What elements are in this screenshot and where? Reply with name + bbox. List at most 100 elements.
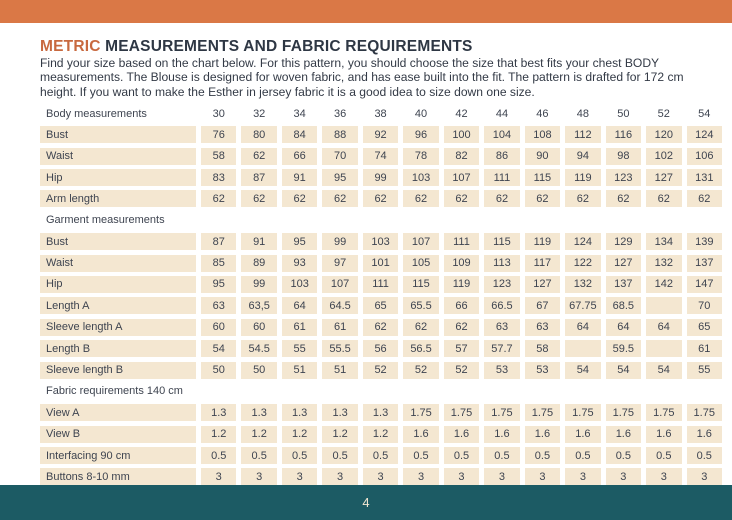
value-cell: 55 bbox=[281, 340, 318, 358]
value-cell: 131 bbox=[686, 169, 722, 186]
value-cell: 91 bbox=[281, 169, 318, 186]
value-cell: 57.7 bbox=[484, 340, 520, 358]
value-cell: 66.5 bbox=[484, 297, 520, 315]
value-cell: 87 bbox=[241, 169, 277, 186]
value-cell: 1.75 bbox=[605, 404, 642, 422]
size-header-cell: 48 bbox=[576, 108, 589, 121]
size-header-cell: 42 bbox=[455, 108, 468, 121]
value-cell: 54 bbox=[605, 361, 642, 379]
value-cell: 62 bbox=[443, 190, 480, 208]
value-cell: 129 bbox=[605, 233, 642, 251]
row-label: Bust bbox=[40, 233, 196, 251]
value-cell: 80 bbox=[241, 126, 277, 144]
value-cell: 55.5 bbox=[322, 340, 358, 358]
value-cell: 85 bbox=[201, 254, 237, 272]
value-cell: 64 bbox=[565, 318, 601, 336]
value-cell: 61 bbox=[686, 340, 722, 358]
size-header-cell: 52 bbox=[657, 108, 670, 121]
row-label: Length B bbox=[40, 340, 196, 358]
value-cell: 53 bbox=[524, 361, 561, 379]
value-cell: 107 bbox=[443, 169, 480, 186]
value-cell: 124 bbox=[686, 126, 722, 144]
value-cell: 104 bbox=[484, 126, 520, 144]
value-cell: 1.75 bbox=[443, 404, 480, 422]
value-cell: 116 bbox=[605, 126, 642, 144]
value-cell: 63 bbox=[201, 297, 237, 315]
value-cell: 1.3 bbox=[201, 404, 237, 422]
value-cell: 1.75 bbox=[565, 404, 601, 422]
value-cell: 67 bbox=[524, 297, 561, 315]
row-label: Waist bbox=[40, 147, 196, 165]
value-cell: 132 bbox=[646, 254, 682, 272]
value-cell: 62 bbox=[201, 190, 237, 208]
value-cell: 124 bbox=[565, 233, 601, 251]
table-row: View A 1.3 1.3 1.3 1.3 1.3 1.75 1.75 1.75 1.75 1.7… bbox=[40, 404, 722, 422]
value-cell: 92 bbox=[362, 126, 399, 144]
table-header-row: Body measurements 30 32 34 36 38 40 42 44 46 48 50 5… bbox=[40, 104, 722, 124]
value-cell: 123 bbox=[605, 169, 642, 186]
value-cell: 3 bbox=[362, 468, 399, 486]
value-cell: 1.6 bbox=[524, 425, 561, 443]
value-cell: 0.5 bbox=[201, 447, 237, 465]
value-cell: 106 bbox=[686, 147, 722, 165]
table-row: Buttons 8-10 mm 3 3 3 3 3 3 3 3 3 3 3 3 3 bbox=[40, 468, 722, 486]
value-cell: 1.75 bbox=[646, 404, 682, 422]
value-cell: 142 bbox=[646, 275, 682, 293]
value-cell: 57 bbox=[443, 340, 480, 358]
value-cell: 3 bbox=[605, 468, 642, 486]
value-cell: 66 bbox=[443, 297, 480, 315]
value-cell: 0.5 bbox=[646, 447, 682, 465]
row-label: Hip bbox=[40, 275, 196, 293]
value-cell: 1.3 bbox=[322, 404, 358, 422]
value-cell: 1.75 bbox=[403, 404, 439, 422]
row-label: Buttons 8-10 mm bbox=[40, 468, 196, 486]
row-label: View A bbox=[40, 404, 196, 422]
value-cell: 134 bbox=[646, 233, 682, 251]
value-cell: 78 bbox=[403, 147, 439, 165]
table-row: Interfacing 90 cm 0.5 0.5 0.5 0.5 0.5 0.5 0.5 0.… bbox=[40, 447, 722, 465]
value-cell: 66 bbox=[281, 147, 318, 165]
value-cell: 127 bbox=[605, 254, 642, 272]
value-cell: 127 bbox=[524, 275, 561, 293]
size-header-cell: 54 bbox=[698, 108, 711, 121]
value-cell: 62 bbox=[524, 190, 561, 208]
value-cell: 62 bbox=[403, 318, 439, 336]
value-cell: 103 bbox=[281, 275, 318, 293]
value-cell: 3 bbox=[403, 468, 439, 486]
value-cell: 115 bbox=[484, 233, 520, 251]
value-cell: 76 bbox=[201, 126, 237, 144]
value-cell: 1.2 bbox=[362, 425, 399, 443]
value-cell: 70 bbox=[322, 147, 358, 165]
size-header-cell: 36 bbox=[333, 108, 347, 121]
value-cell: 52 bbox=[443, 361, 480, 379]
footer-bar: 4 bbox=[0, 485, 732, 520]
value-cell: 54 bbox=[201, 340, 237, 358]
row-label: Bust bbox=[40, 126, 196, 144]
value-cell: 51 bbox=[322, 361, 358, 379]
value-cell: 107 bbox=[403, 233, 439, 251]
value-cell bbox=[565, 340, 601, 358]
size-header-cell: 38 bbox=[374, 108, 387, 121]
value-cell: 62 bbox=[484, 190, 520, 208]
value-cell: 115 bbox=[403, 275, 439, 293]
value-cell: 137 bbox=[605, 275, 642, 293]
value-cell: 62 bbox=[281, 190, 318, 208]
value-cell: 0.5 bbox=[484, 447, 520, 465]
value-cell: 95 bbox=[281, 233, 318, 251]
value-cell: 61 bbox=[281, 318, 318, 336]
value-cell: 102 bbox=[646, 147, 682, 165]
value-cell: 62 bbox=[362, 318, 399, 336]
value-cell: 94 bbox=[565, 147, 601, 165]
value-cell: 0.5 bbox=[605, 447, 642, 465]
value-cell: 3 bbox=[322, 468, 358, 486]
value-cell: 62 bbox=[241, 190, 277, 208]
value-cell: 74 bbox=[362, 147, 399, 165]
value-cell: 1.6 bbox=[565, 425, 601, 443]
table-row: Waist 58 62 66 70 74 78 82 86 90 94 98 102 106 bbox=[40, 147, 722, 165]
value-cell: 50 bbox=[201, 361, 237, 379]
value-cell: 60 bbox=[201, 318, 237, 336]
value-cell: 3 bbox=[686, 468, 722, 486]
table-row: Sleeve length B 50 50 51 51 52 52 52 53 53 54 54 54 5… bbox=[40, 361, 722, 379]
value-cell: 62 bbox=[605, 190, 642, 208]
